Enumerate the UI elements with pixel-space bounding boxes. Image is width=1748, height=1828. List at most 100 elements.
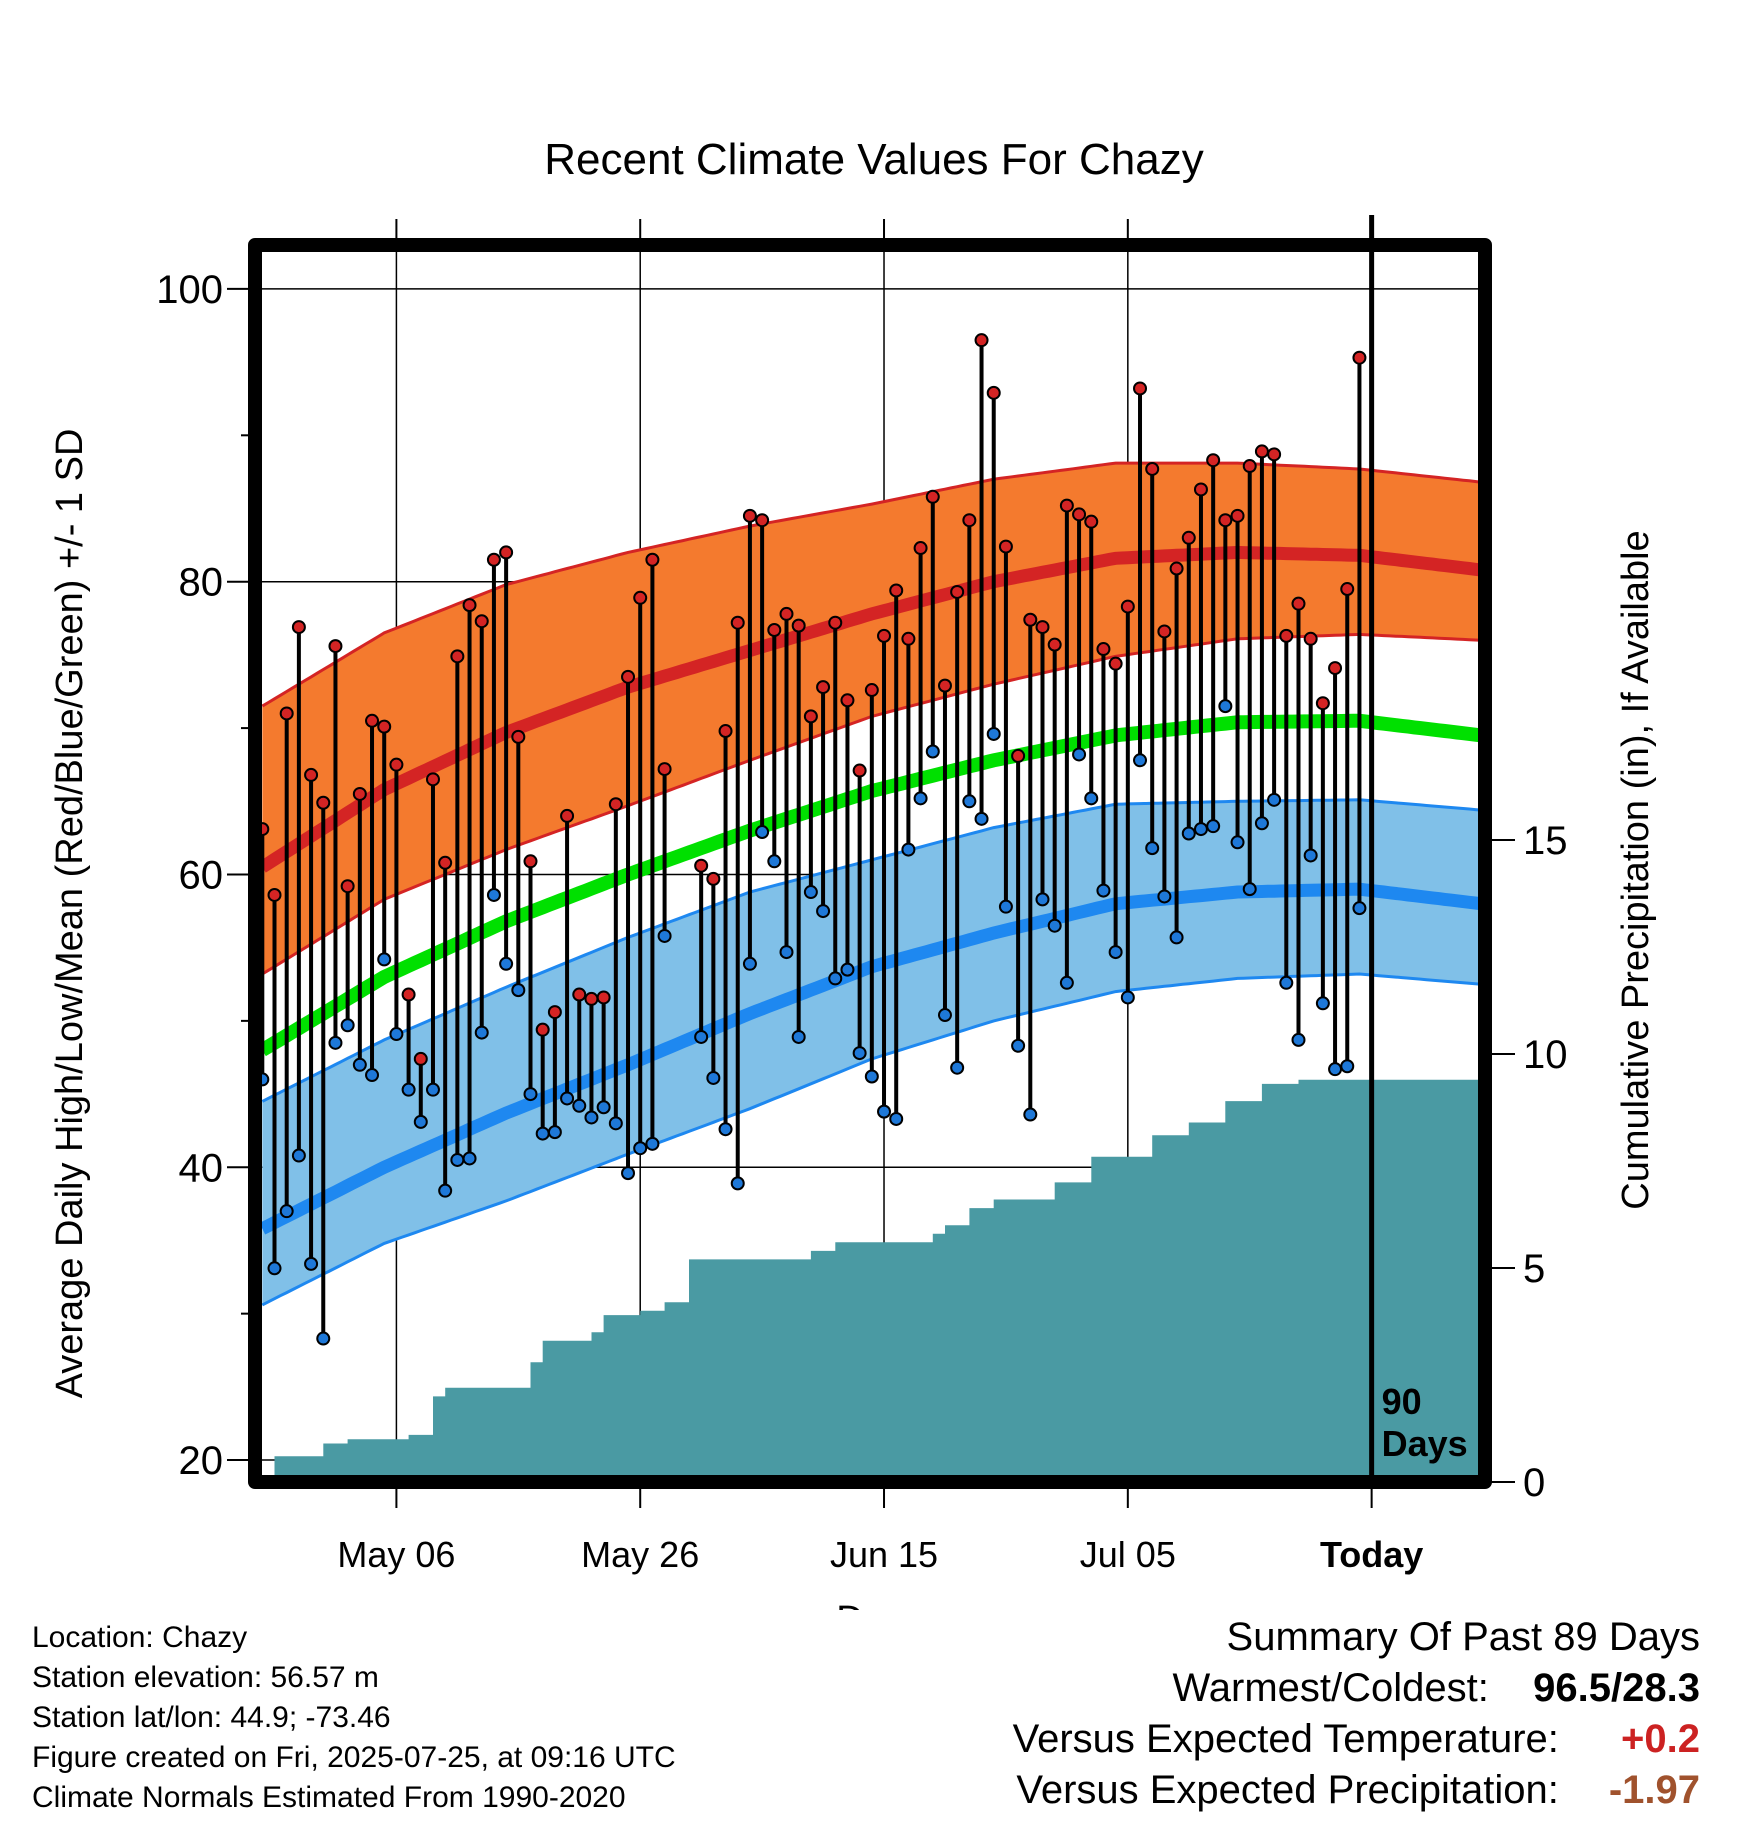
created-text: Figure created on Fri, 2025-07-25, at 09…: [32, 1741, 676, 1774]
obs-high-point: [1011, 748, 1026, 763]
obs-low-point: [401, 1082, 416, 1097]
obs-high-point: [962, 513, 977, 528]
obs-low-point: [962, 794, 977, 809]
obs-low-point: [523, 1087, 538, 1102]
obs-high-point: [730, 615, 745, 630]
obs-high-point: [511, 729, 526, 744]
obs-high-point: [316, 795, 331, 810]
obs-high-point: [291, 620, 306, 635]
warmest-label: Warmest/Coldest:: [1172, 1666, 1489, 1710]
y2-tick-label: 5: [1523, 1247, 1545, 1291]
x-tick-label: May 26: [581, 1534, 699, 1575]
y-tick-label: 100: [156, 268, 223, 312]
obs-high-point: [584, 991, 599, 1006]
obs-high-point: [1047, 637, 1062, 652]
obs-low-point: [816, 904, 831, 919]
latlon-text: Station lat/lon: 44.9; -73.46: [32, 1701, 391, 1734]
obs-high-point: [1133, 381, 1148, 396]
y-tick-label: 60: [179, 853, 224, 897]
obs-low-point: [1072, 747, 1087, 762]
obs-low-point: [840, 962, 855, 977]
y-tick-label: 20: [179, 1439, 224, 1483]
y2-axis-label: Cumulative Precipitation (in), If Availa…: [1615, 530, 1657, 1209]
obs-high-point: [998, 539, 1013, 554]
warmest-value: 96.5/28.3: [1533, 1666, 1700, 1710]
obs-low-point: [389, 1027, 404, 1042]
obs-high-point: [1352, 350, 1367, 365]
obs-low-point: [572, 1098, 587, 1113]
obs-high-point: [877, 628, 892, 643]
obs-low-point: [279, 1204, 294, 1219]
obs-low-point: [913, 791, 928, 806]
obs-low-point: [852, 1046, 867, 1061]
obs-high-point: [1023, 612, 1038, 627]
obs-high-point: [474, 614, 489, 629]
summary-temp-row: Versus Expected Temperature: +0.2: [1013, 1714, 1700, 1765]
obs-low-point: [1328, 1062, 1343, 1077]
obs-high-point: [706, 871, 721, 886]
obs-low-point: [1145, 841, 1160, 856]
y-axis-label: Average Daily High/Low/Mean (Red/Blue/Gr…: [49, 429, 91, 1399]
x-tick-label: May 06: [337, 1534, 455, 1575]
obs-high-point: [462, 598, 477, 613]
y2-tick-label: 15: [1523, 819, 1568, 863]
obs-low-point: [998, 899, 1013, 914]
obs-high-point: [803, 709, 818, 724]
obs-low-point: [706, 1070, 721, 1085]
obs-high-point: [621, 669, 636, 684]
obs-high-point: [401, 987, 416, 1002]
obs-low-point: [499, 956, 514, 971]
obs-low-point: [1035, 892, 1050, 907]
obs-low-point: [304, 1256, 319, 1271]
obs-high-point: [377, 719, 392, 734]
obs-high-point: [645, 552, 660, 567]
summary-precip-row: Versus Expected Precipitation: -1.97: [1013, 1765, 1700, 1816]
obs-high-point: [608, 797, 623, 812]
obs-low-point: [828, 971, 843, 986]
obs-high-point: [1145, 461, 1160, 476]
today-label-90: 90: [1382, 1381, 1422, 1422]
obs-high-point: [413, 1051, 428, 1066]
obs-low-point: [742, 956, 757, 971]
obs-high-point: [913, 541, 928, 556]
obs-low-point: [986, 726, 1001, 741]
obs-high-point: [1096, 642, 1111, 657]
y-tick-label: 80: [179, 561, 224, 605]
obs-high-point: [828, 615, 843, 630]
obs-low-point: [291, 1148, 306, 1163]
obs-low-point: [889, 1111, 904, 1126]
obs-low-point: [474, 1025, 489, 1040]
obs-high-point: [1120, 599, 1135, 614]
temp-value: +0.2: [1621, 1717, 1700, 1761]
obs-low-point: [1242, 882, 1257, 897]
obs-low-point: [1315, 996, 1330, 1011]
obs-high-point: [779, 606, 794, 621]
obs-high-point: [1193, 482, 1208, 497]
obs-high-point: [425, 772, 440, 787]
obs-high-point: [1328, 661, 1343, 676]
obs-low-point: [1279, 975, 1294, 990]
obs-high-point: [1218, 513, 1233, 528]
obs-low-point: [950, 1060, 965, 1075]
obs-low-point: [1023, 1107, 1038, 1122]
obs-high-point: [572, 987, 587, 1002]
normals-note-text: Climate Normals Estimated From 1990-2020: [32, 1781, 626, 1814]
axes: 20 40 60 80 100 0 5 10 15 May 06 May 26 Jun 15 Jul 0…: [156, 219, 1568, 1575]
obs-low-point: [925, 744, 940, 759]
obs-high-point: [499, 545, 514, 560]
obs-high-point: [1291, 596, 1306, 611]
obs-low-point: [937, 1008, 952, 1023]
obs-high-point: [755, 513, 770, 528]
precipitation-area: [262, 1079, 1482, 1482]
obs-high-point: [1279, 628, 1294, 643]
x-tick-label: Today: [1320, 1534, 1423, 1575]
obs-low-point: [608, 1116, 623, 1131]
obs-low-point: [340, 1018, 355, 1033]
obs-low-point: [425, 1082, 440, 1097]
obs-high-point: [816, 680, 831, 695]
obs-low-point: [1181, 826, 1196, 841]
obs-low-point: [547, 1125, 562, 1140]
obs-low-point: [462, 1151, 477, 1166]
obs-low-point: [1157, 889, 1172, 904]
